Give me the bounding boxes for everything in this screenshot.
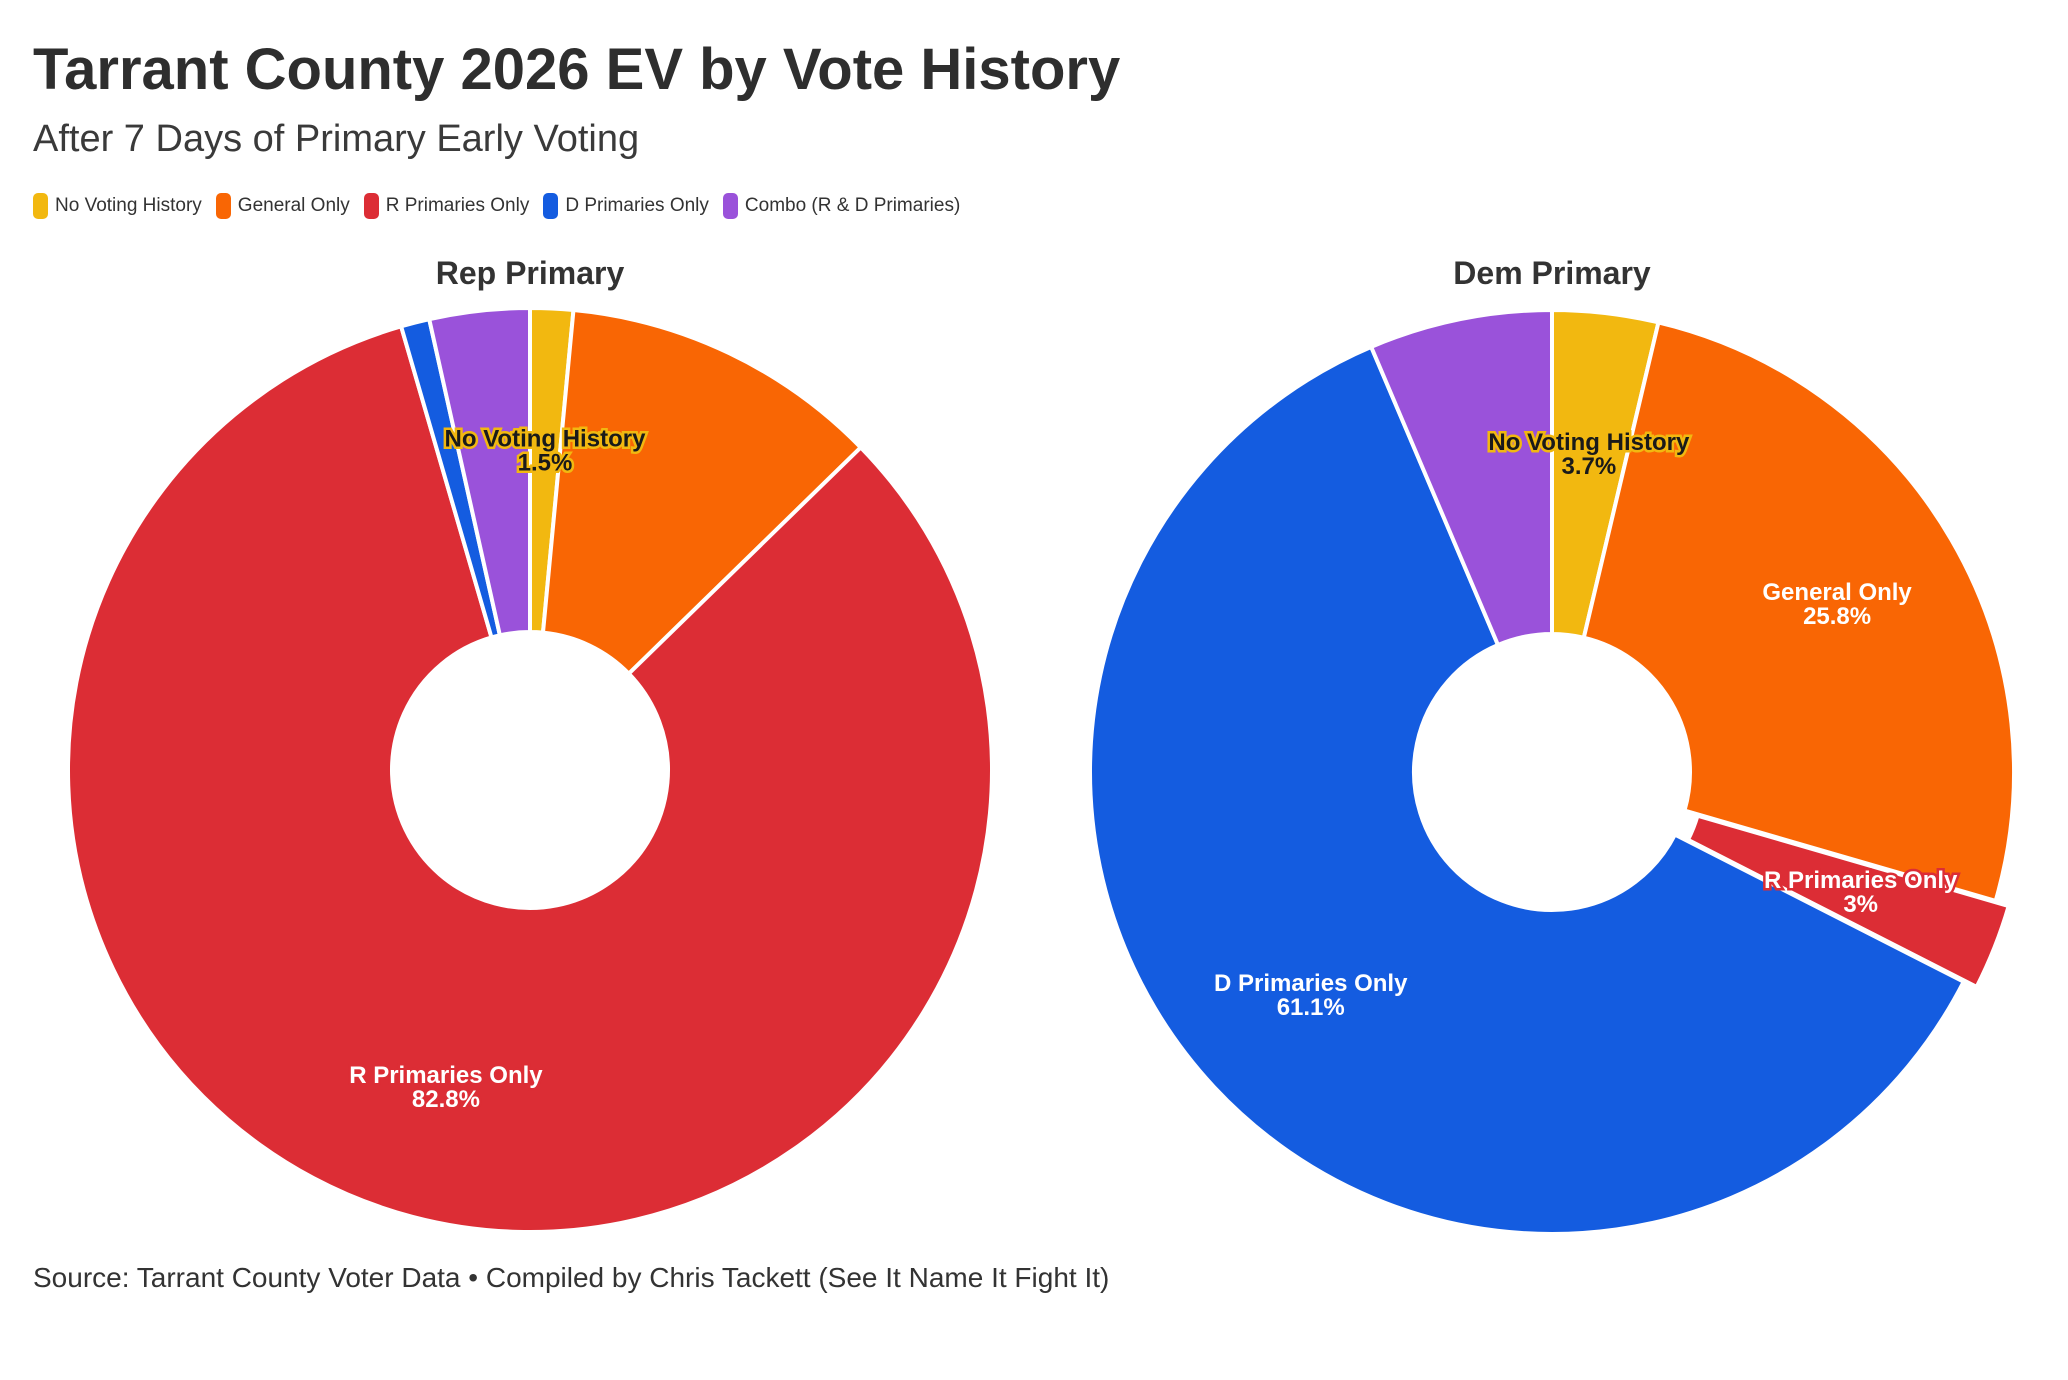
dem-primary-title: Dem Primary [1453, 255, 1651, 291]
legend-label: No Voting History [55, 195, 202, 216]
legend-item-combo[interactable]: Combo (R & D Primaries) [722, 193, 961, 219]
label-value-general-only: 25.8% [1803, 603, 1871, 630]
label-name-general-only: General Only [1762, 579, 1912, 606]
rep-primary-title: Rep Primary [436, 255, 625, 291]
label-value-d-primaries-only: 61.1% [1277, 994, 1345, 1021]
legend-label: Combo (R & D Primaries) [744, 195, 961, 216]
slice-general-only[interactable] [540, 308, 863, 676]
label-name-no-voting-history: No Voting History [445, 425, 647, 452]
slice-r-primaries-only[interactable] [66, 324, 994, 1234]
label-value-r-primaries-only: 3% [1843, 891, 1878, 918]
label-name-no-voting-history: No Voting History [1488, 429, 1690, 456]
chart-title: Tarrant County 2026 EV by Vote History [33, 37, 1121, 102]
slice-combo-r-d-primaries[interactable] [1369, 308, 1554, 648]
label-value-no-voting-history: 3.7% [1562, 453, 1617, 480]
label-name-d-primaries-only: D Primaries Only [1214, 970, 1408, 997]
legend-item-d-primaries-only[interactable]: D Primaries Only [543, 193, 709, 219]
legend-swatch [215, 193, 231, 219]
legend-item-r-primaries-only[interactable]: R Primaries Only [363, 193, 530, 219]
legend-swatch [543, 193, 559, 219]
legend-swatch [363, 193, 379, 219]
legend-swatch [33, 193, 48, 219]
slice-d-primaries-only[interactable] [1088, 344, 1966, 1236]
chart-subtitle: After 7 Days of Primary Early Voting [33, 118, 640, 160]
label-name-r-primaries-only: R Primaries Only [1764, 867, 1958, 894]
legend-item-general-only[interactable]: General Only [215, 193, 350, 219]
slice-general-only[interactable] [1581, 320, 2016, 903]
legend-swatch [722, 193, 738, 219]
label-value-no-voting-history: 1.5% [518, 449, 573, 476]
legend-label: D Primaries Only [565, 195, 709, 216]
label-name-r-primaries-only: R Primaries Only [349, 1062, 543, 1089]
legend-label: R Primaries Only [385, 195, 530, 216]
label-value-r-primaries-only: 82.8% [412, 1086, 480, 1113]
legend-label: General Only [237, 195, 350, 216]
source-note: Source: Tarrant County Voter Data • Comp… [33, 1262, 1110, 1293]
legend: No Voting History General Only R Primari… [33, 193, 960, 219]
legend-item-no-voting-history[interactable]: No Voting History [33, 193, 202, 219]
slice-combo-r-d-primaries[interactable] [427, 306, 532, 638]
